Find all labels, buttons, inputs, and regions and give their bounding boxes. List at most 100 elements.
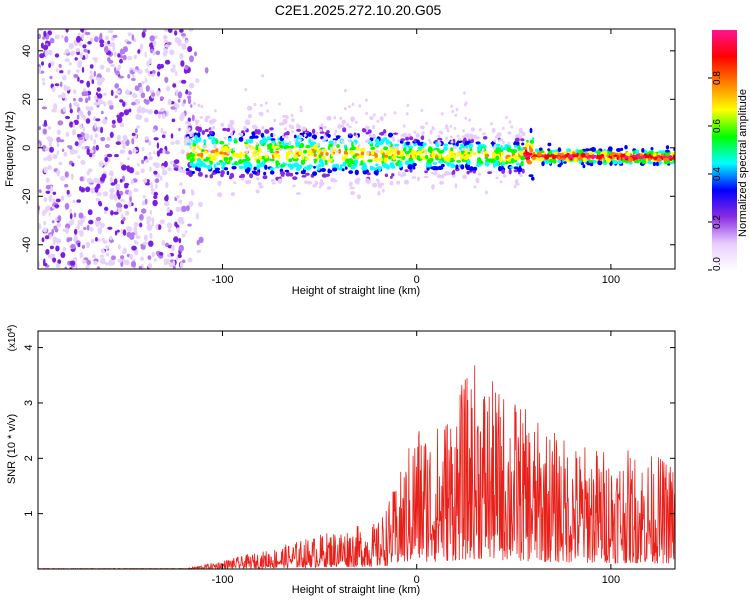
spectrogram-cell: [382, 129, 387, 135]
spectrogram-cell: [144, 136, 149, 141]
spectrogram-cell: [177, 98, 181, 103]
spectrogram-cell: [464, 103, 467, 107]
spectrogram-cell: [356, 177, 361, 182]
spectrogram-cell: [59, 70, 64, 74]
spectrogram-x-axis: -100 0 100: [211, 29, 620, 286]
spectrogram-cell: [115, 90, 121, 94]
spectrogram-cell: [607, 146, 613, 152]
spectrogram-cell: [175, 195, 181, 199]
spectrogram-cell: [123, 109, 130, 116]
spectrogram-cell: [374, 153, 378, 159]
spectrogram-cell: [245, 146, 249, 150]
spectrogram-cell: [93, 260, 98, 265]
spectrogram-cell: [513, 184, 517, 189]
spectrogram-cell: [405, 136, 410, 141]
spectrogram-cell: [104, 160, 108, 167]
spectrogram-cell: [181, 205, 187, 213]
spectrogram-cell: [450, 104, 454, 108]
spectrogram-cell: [197, 103, 201, 107]
spectrogram-cell: [95, 118, 101, 122]
spectrogram-cell: [134, 98, 141, 106]
spectrogram-cell: [144, 198, 148, 205]
spectrogram-ytick-label: 20: [21, 93, 33, 105]
spectrogram-cell: [52, 86, 56, 93]
spectrogram-cell: [490, 158, 496, 164]
spectrogram-cell: [517, 133, 521, 139]
spectrogram-cell: [52, 153, 58, 160]
spectrogram-cell: [76, 35, 81, 43]
spectrogram-cell: [150, 73, 155, 77]
spectrogram-cell: [115, 183, 121, 191]
spectrogram-cell: [96, 87, 101, 92]
spectrogram-cell: [321, 162, 325, 168]
spectrogram-cell: [244, 154, 248, 159]
spectrogram-cell: [326, 186, 332, 190]
spectrogram-cell: [505, 155, 508, 159]
spectrogram-cell: [379, 116, 384, 122]
spectrogram-cell: [105, 245, 109, 250]
spectrogram-cell: [56, 222, 61, 228]
spectrogram-cell: [66, 237, 70, 243]
spectrogram-cell: [117, 53, 121, 58]
spectrogram-cell: [51, 228, 55, 235]
spectrogram-cell: [503, 159, 507, 163]
spectrogram-cell: [197, 132, 201, 138]
spectrogram-cell: [583, 158, 587, 162]
spectrogram-cell: [323, 134, 327, 138]
spectrogram-cell: [171, 244, 175, 252]
spectrogram-cell: [320, 151, 324, 157]
spectrogram-cell: [76, 69, 80, 73]
spectrogram-cell: [144, 159, 150, 163]
spectrogram-cell: [93, 138, 96, 145]
spectrogram-cell: [440, 112, 444, 116]
spectrogram-cell: [246, 167, 251, 172]
spectrogram-cell: [143, 234, 148, 242]
spectrogram-cell: [148, 156, 153, 161]
spectrogram-cell: [510, 125, 514, 129]
spectrogram-cell: [626, 152, 630, 157]
spectrogram-cell: [173, 236, 179, 243]
spectrogram-cell: [645, 157, 649, 164]
spectrogram-cell: [175, 139, 180, 145]
spectrogram-cell: [95, 77, 101, 81]
spectrogram-cell: [293, 134, 297, 139]
spectrogram-cell: [48, 194, 53, 202]
spectrogram-cell: [111, 119, 116, 125]
spectrogram-cell: [178, 166, 182, 173]
spectrogram-cell: [97, 93, 103, 99]
spectrogram-cell: [87, 209, 93, 216]
spectrogram-cell: [455, 107, 459, 112]
spectrogram-cell: [292, 184, 296, 188]
spectrogram-cell: [309, 153, 314, 156]
spectrogram-cell: [148, 140, 152, 146]
spectrogram-cell: [493, 139, 497, 143]
spectrogram-cell: [187, 97, 192, 105]
spectrogram-cell: [365, 111, 368, 115]
spectrogram-cell: [177, 253, 182, 259]
spectrogram-cell: [51, 220, 55, 224]
spectrogram-cell: [388, 155, 392, 160]
spectrogram-cell: [401, 172, 407, 177]
spectrogram-cell: [222, 127, 228, 132]
spectrogram-cell: [159, 147, 164, 154]
spectrogram-cell: [511, 150, 516, 154]
spectrogram-cell: [181, 188, 186, 195]
spectrogram-cell: [371, 151, 375, 156]
spectrogram-cell: [154, 162, 160, 169]
spectrogram-cell: [149, 35, 155, 42]
spectrogram-cell: [67, 145, 71, 149]
spectrogram-cell: [43, 30, 47, 38]
spectrogram-cell: [650, 149, 654, 156]
spectrogram-cell: [177, 91, 183, 99]
spectrogram-cell: [530, 144, 534, 148]
spectrogram-cell: [520, 161, 524, 167]
spectrogram-cell: [314, 146, 318, 150]
spectrogram-cell: [354, 178, 358, 184]
spectrogram-cell: [244, 88, 248, 92]
spectrogram-cell: [266, 158, 270, 161]
spectrogram-cell: [197, 171, 203, 177]
spectrogram-cell: [58, 161, 63, 166]
spectrogram-cell: [255, 189, 260, 194]
spectrogram-cell: [204, 144, 208, 148]
spectrogram-cell: [419, 155, 425, 159]
